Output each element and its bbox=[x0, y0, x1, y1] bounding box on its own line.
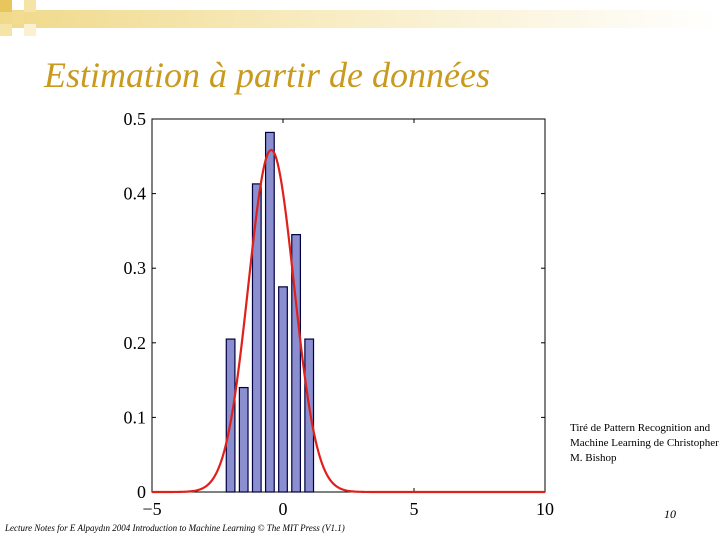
decoration-square bbox=[24, 0, 36, 12]
image-credit: Tiré de Pattern Recognition and Machine … bbox=[570, 422, 719, 464]
decoration-square bbox=[0, 0, 12, 12]
decoration-square bbox=[12, 12, 24, 24]
y-tick-label: 0.3 bbox=[124, 258, 147, 278]
title-decoration-band bbox=[0, 10, 720, 28]
histogram-bar bbox=[304, 338, 315, 493]
x-tick-label: 10 bbox=[536, 499, 554, 519]
page-number: 10 bbox=[664, 507, 676, 521]
decoration-square bbox=[0, 24, 12, 36]
slide-title: Estimation à partir de données bbox=[44, 55, 490, 95]
y-tick-label: 0.4 bbox=[124, 184, 147, 204]
plot-frame bbox=[151, 118, 546, 493]
histogram-bar bbox=[238, 386, 249, 493]
y-tick-label: 0.2 bbox=[124, 333, 147, 353]
gaussian-fit-curve bbox=[152, 148, 545, 494]
footer-note: Lecture Notes for E Alpaydın 2004 Introd… bbox=[5, 523, 345, 533]
y-tick-label: 0.5 bbox=[124, 109, 147, 129]
x-tick-label: 0 bbox=[279, 499, 288, 519]
histogram-bar bbox=[225, 338, 236, 493]
histogram-bar bbox=[251, 183, 262, 493]
y-tick-label: 0 bbox=[137, 482, 146, 502]
histogram-bar bbox=[278, 286, 288, 493]
x-tick-label: 5 bbox=[410, 499, 419, 519]
histogram-bar bbox=[264, 131, 275, 493]
x-tick-label: −5 bbox=[142, 499, 161, 519]
y-tick-label: 0.1 bbox=[124, 407, 147, 427]
histogram-bar bbox=[291, 234, 302, 493]
decoration-square bbox=[24, 24, 36, 36]
